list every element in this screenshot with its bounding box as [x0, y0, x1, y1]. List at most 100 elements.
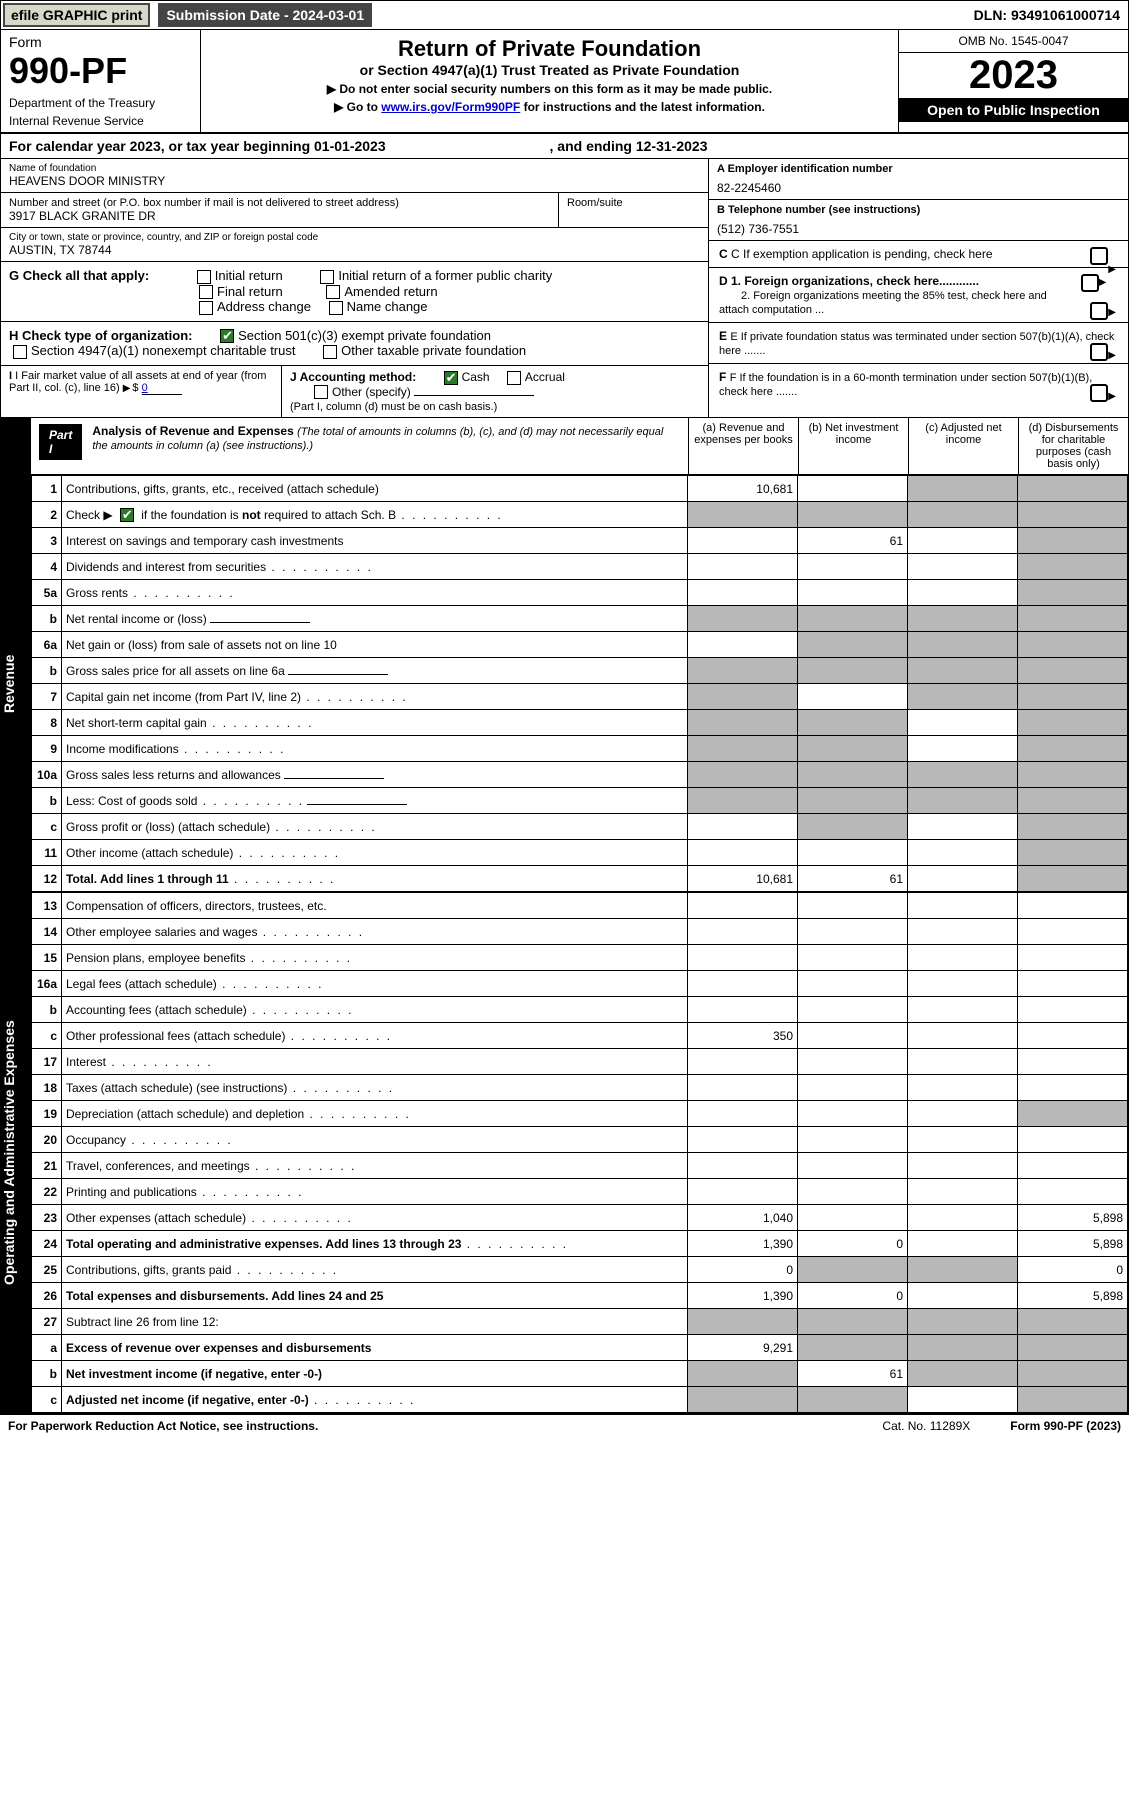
top-bar: efile GRAPHIC print Submission Date - 20…	[1, 1, 1128, 30]
cell-value	[1018, 1023, 1128, 1049]
row-description: Gross profit or (loss) (attach schedule)	[62, 814, 688, 840]
row-number: 16a	[32, 971, 62, 997]
fmv-value[interactable]: 0	[142, 382, 182, 395]
cell-grey	[688, 1361, 798, 1387]
cell-value	[688, 971, 798, 997]
checkbox-address-change[interactable]	[199, 301, 213, 315]
row-number: b	[32, 788, 62, 814]
cell-grey	[1018, 788, 1128, 814]
cell-value	[908, 528, 1018, 554]
cell-grey	[908, 1257, 1018, 1283]
cell-value	[908, 893, 1018, 919]
cell-value	[798, 1101, 908, 1127]
cell-grey	[1018, 684, 1128, 710]
cell-value: 0	[798, 1283, 908, 1309]
table-row: cOther professional fees (attach schedul…	[32, 1023, 1128, 1049]
checkbox-cash[interactable]	[444, 371, 458, 385]
i-j-row: I I Fair market value of all assets at e…	[1, 366, 708, 418]
footer-cat: Cat. No. 11289X	[882, 1419, 970, 1433]
row-description: Net short-term capital gain	[62, 710, 688, 736]
checkbox-initial-public[interactable]	[320, 270, 334, 284]
cell-grey	[1018, 502, 1128, 528]
cell-value	[688, 632, 798, 658]
cell-grey	[688, 1387, 798, 1413]
address-cell: Number and street (or P.O. box number if…	[1, 193, 558, 227]
row-number: 11	[32, 840, 62, 866]
cell-value	[1018, 1075, 1128, 1101]
checkbox-name-change[interactable]	[329, 301, 343, 315]
row-description: Subtract line 26 from line 12:	[62, 1309, 688, 1335]
checkbox-d1[interactable]	[1081, 274, 1099, 292]
table-row: 27Subtract line 26 from line 12:	[32, 1309, 1128, 1335]
cell-value	[798, 684, 908, 710]
cell-grey	[798, 632, 908, 658]
table-row: 21Travel, conferences, and meetings	[32, 1153, 1128, 1179]
cell-grey	[1018, 580, 1128, 606]
row-description: Contributions, gifts, grants, etc., rece…	[62, 476, 688, 502]
c-row: C C If exemption application is pending,…	[709, 241, 1128, 268]
cell-value	[908, 840, 1018, 866]
cell-grey	[688, 736, 798, 762]
row-description: Dividends and interest from securities	[62, 554, 688, 580]
cell-grey	[688, 606, 798, 632]
cell-grey	[1018, 1361, 1128, 1387]
table-row: bNet investment income (if negative, ent…	[32, 1361, 1128, 1387]
cell-value	[908, 919, 1018, 945]
cell-grey	[1018, 1335, 1128, 1361]
efile-print-button[interactable]: efile GRAPHIC print	[3, 3, 150, 27]
irs-link[interactable]: www.irs.gov/Form990PF	[381, 100, 520, 114]
row-description: Other professional fees (attach schedule…	[62, 1023, 688, 1049]
checkbox-4947[interactable]	[13, 345, 27, 359]
table-row: 1Contributions, gifts, grants, etc., rec…	[32, 476, 1128, 502]
row-number: 21	[32, 1153, 62, 1179]
cell-value	[688, 997, 798, 1023]
row-description: Adjusted net income (if negative, enter …	[62, 1387, 688, 1413]
checkbox-amended-return[interactable]	[326, 285, 340, 299]
note-ssn: ▶ Do not enter social security numbers o…	[207, 82, 892, 96]
irs: Internal Revenue Service	[9, 114, 192, 128]
checkbox-f[interactable]	[1090, 384, 1108, 402]
row-description: Taxes (attach schedule) (see instruction…	[62, 1075, 688, 1101]
cell-value	[688, 1153, 798, 1179]
row-number: b	[32, 658, 62, 684]
cell-grey	[1018, 632, 1128, 658]
checkbox-accrual[interactable]	[507, 371, 521, 385]
cell-value: 61	[798, 528, 908, 554]
row-description: Other employee salaries and wages	[62, 919, 688, 945]
checkbox-final-return[interactable]	[199, 285, 213, 299]
cell-value	[798, 971, 908, 997]
row-description: Gross sales less returns and allowances	[62, 762, 688, 788]
table-row: bGross sales price for all assets on lin…	[32, 658, 1128, 684]
cell-value	[688, 528, 798, 554]
check-h-row: H Check type of organization: Section 50…	[1, 322, 708, 366]
cell-value	[798, 997, 908, 1023]
cell-value: 5,898	[1018, 1205, 1128, 1231]
row-description: Other income (attach schedule)	[62, 840, 688, 866]
row-description: Printing and publications	[62, 1179, 688, 1205]
row-number: 10a	[32, 762, 62, 788]
row-description: Net rental income or (loss)	[62, 606, 688, 632]
d-row: D 1. Foreign organizations, check here..…	[709, 268, 1128, 323]
checkbox-other-taxable[interactable]	[323, 345, 337, 359]
cell-value	[798, 945, 908, 971]
table-row: 8Net short-term capital gain	[32, 710, 1128, 736]
checkbox-other-method[interactable]	[314, 385, 328, 399]
expenses-side-label: Operating and Administrative Expenses	[1, 892, 31, 1413]
cell-value	[688, 919, 798, 945]
cell-grey	[908, 658, 1018, 684]
checkbox-c[interactable]	[1090, 247, 1108, 265]
row-number: 1	[32, 476, 62, 502]
department: Department of the Treasury	[9, 96, 192, 110]
checkbox-d2[interactable]	[1090, 302, 1108, 320]
cell-value	[1018, 945, 1128, 971]
cell-value	[688, 1075, 798, 1101]
checkbox-initial-return[interactable]	[197, 270, 211, 284]
cell-grey	[798, 1387, 908, 1413]
row-description: Interest	[62, 1049, 688, 1075]
cell-grey	[908, 1309, 1018, 1335]
col-b-header: (b) Net investment income	[798, 418, 908, 474]
checkbox-501c3[interactable]	[220, 329, 234, 343]
checkbox-e[interactable]	[1090, 343, 1108, 361]
cell-grey	[688, 658, 798, 684]
cell-value	[798, 1127, 908, 1153]
